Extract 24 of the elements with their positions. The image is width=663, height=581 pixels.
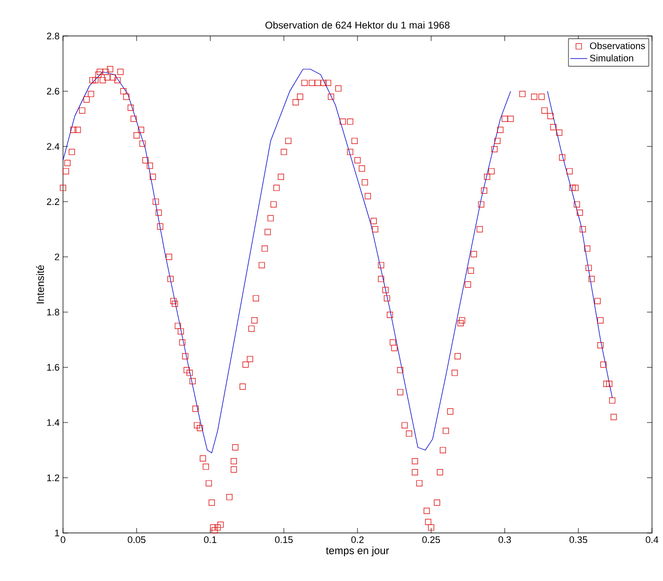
y-tick-label: 1 [55,530,60,536]
x-tick-label: 0.25 [422,536,440,544]
y-tick-label: 2.8 [46,32,60,40]
x-tick-label: 0.3 [498,536,511,544]
y-tick-label: 1.4 [47,419,60,426]
y-tick-label: 2.6 [46,88,60,95]
y-tick-label: 2.2 [46,198,60,205]
x-tick-label: 0.1 [204,536,216,544]
x-tick-label: 0.35 [570,536,588,544]
y-axis-title: Intensité [36,265,44,304]
x-tick-label: 0.2 [351,536,364,544]
legend-label: Simulation [590,54,634,62]
y-tick-label: 1.6 [47,364,60,371]
y-tick-label: 2.4 [46,143,60,150]
legend-label: Observations [590,42,645,50]
x-tick-label: 0.15 [275,536,293,544]
y-tick-label: 1.8 [47,308,60,316]
x-tick-label: 0.05 [128,536,146,544]
y-tick-label: 1.2 [47,474,60,482]
chart-title: Observation de 624 Hektor du 1 mai 1968 [265,21,450,29]
x-axis-title: temps en jour [326,546,390,556]
x-tick-label: 0 [60,536,66,544]
y-tick-label: 2 [54,254,60,260]
x-tick-label: 0.4 [646,536,658,544]
